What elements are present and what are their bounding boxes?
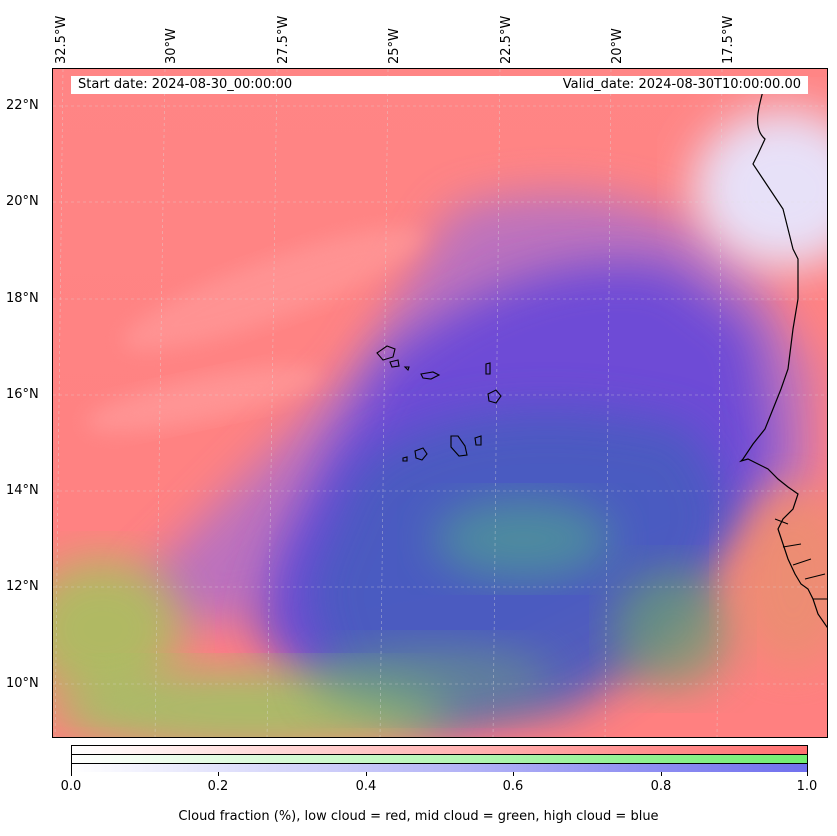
mid-cloud-patch: [313, 644, 553, 714]
island-santo-antao: [376, 345, 396, 361]
longitude-label: 22.5°W: [499, 15, 514, 64]
latitude-label: 22°N: [6, 98, 39, 113]
latitude-label: 12°N: [6, 579, 39, 594]
gridlines: [53, 69, 827, 737]
coastal-low-cloud: [733, 489, 827, 669]
island-sal: [485, 362, 491, 375]
colorbar-low-cloud: [72, 746, 807, 755]
latitude-label: 10°N: [6, 676, 39, 691]
colorbar-tick-label: 0.6: [502, 779, 524, 794]
longitude-label: 25°W: [387, 28, 402, 64]
longitude-label: 27.5°W: [276, 15, 291, 64]
colorbar-tick-label: 0.4: [355, 779, 377, 794]
mid-cloud-patch: [53, 559, 183, 699]
clear-sky-area: [693, 109, 827, 269]
africa-coastline-detail: [774, 518, 827, 600]
date-info-bar: Start date: 2024-08-30_00:00:00 Valid_da…: [71, 76, 808, 94]
mid-cloud-patch: [433, 499, 613, 579]
africa-coastline: [738, 90, 827, 628]
colorbar: [71, 745, 808, 772]
longitude-label: 17.5°W: [721, 15, 736, 64]
colorbar-tick-label: 0.0: [60, 779, 82, 794]
island-santiago: [450, 435, 468, 457]
mid-cloud-patch: [613, 569, 733, 689]
start-date-label: Start date: 2024-08-30_00:00:00: [78, 77, 293, 92]
longitude-label: 20°W: [610, 28, 625, 64]
map-canvas: [53, 69, 827, 737]
valid-date-label: Valid_date: 2024-08-30T10:00:00.00: [562, 77, 801, 92]
island-maio: [474, 435, 482, 446]
latitude-label: 14°N: [6, 483, 39, 498]
island-boa-vista: [487, 389, 502, 404]
colorbar-tickmark: [661, 772, 662, 776]
colorbar-tickmark: [807, 772, 808, 776]
longitude-label: 32.5°W: [54, 15, 69, 64]
low-cloud-streak: [85, 366, 321, 432]
colorbar-high-cloud: [72, 764, 807, 772]
colorbar-label: Cloud fraction (%), low cloud = red, mid…: [178, 809, 659, 824]
island-sao-vicente: [389, 359, 400, 368]
colorbar-tick-label: 1.0: [796, 779, 818, 794]
latitude-label: 20°N: [6, 194, 39, 209]
island-sao-nicolau: [420, 371, 441, 380]
island-brava: [402, 456, 408, 462]
colorbar-tickmark: [71, 772, 72, 776]
low-cloud-streak: [122, 227, 424, 351]
longitude-label: 30°W: [164, 28, 179, 64]
colorbar-tickmark: [366, 772, 367, 776]
island-santa-luzia: [403, 366, 410, 372]
latitude-label: 18°N: [6, 291, 39, 306]
cloud-fraction-map: [52, 68, 828, 738]
colorbar-tick-label: 0.8: [650, 779, 672, 794]
colorbar-tickmark: [218, 772, 219, 776]
colorbar-tick-label: 0.2: [207, 779, 229, 794]
latitude-label: 16°N: [6, 387, 39, 402]
island-fogo: [414, 447, 428, 461]
cape-verde-islands: [376, 345, 502, 462]
colorbar-tickmark: [513, 772, 514, 776]
colorbar-mid-cloud: [72, 755, 807, 764]
